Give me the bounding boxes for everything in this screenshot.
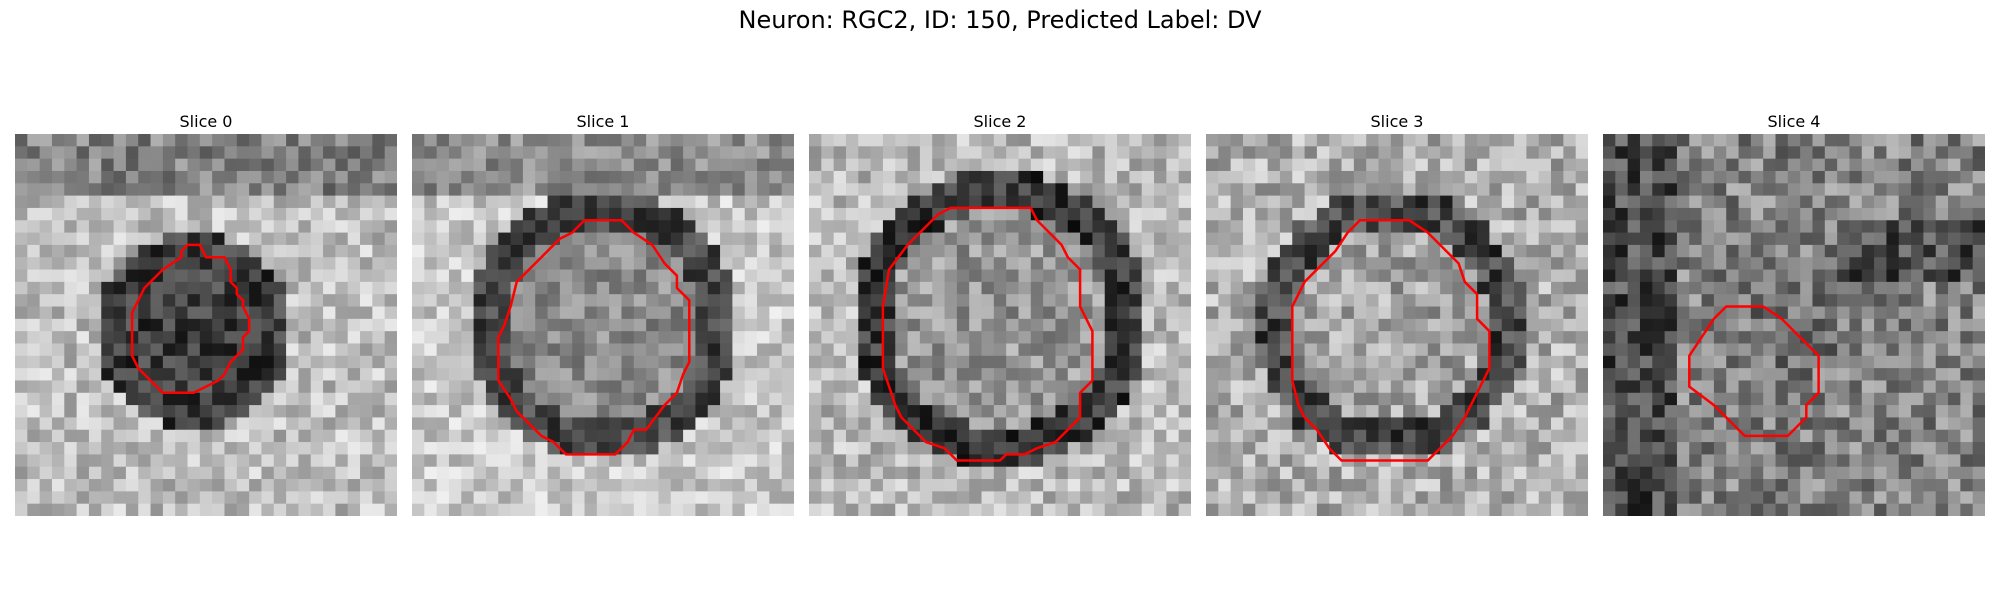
- slice-panel-2: Slice 2: [809, 110, 1191, 516]
- figure-title: Neuron: RGC2, ID: 150, Predicted Label: …: [738, 6, 1262, 34]
- slice-panel-1: Slice 1: [412, 110, 794, 516]
- slice-image-3: [1206, 134, 1588, 516]
- slice-title-0: Slice 0: [179, 112, 233, 131]
- slice-title-1: Slice 1: [576, 112, 630, 131]
- slice-image-4: [1603, 134, 1985, 516]
- roi-contour-1: [497, 219, 691, 456]
- slice-title-2: Slice 2: [973, 112, 1027, 131]
- roi-contour-2: [881, 206, 1094, 462]
- slice-panel-3: Slice 3: [1206, 110, 1588, 516]
- slice-image-2: [809, 134, 1191, 516]
- roi-contour-4: [1688, 305, 1820, 438]
- slice-image-1: [412, 134, 794, 516]
- roi-contour-3: [1291, 219, 1491, 462]
- slice-title-3: Slice 3: [1370, 112, 1424, 131]
- slice-panel-0: Slice 0: [15, 110, 397, 516]
- roi-contour-0: [130, 243, 251, 395]
- slice-image-0: [15, 134, 397, 516]
- slice-title-4: Slice 4: [1767, 112, 1821, 131]
- slice-panel-4: Slice 4: [1603, 110, 1985, 516]
